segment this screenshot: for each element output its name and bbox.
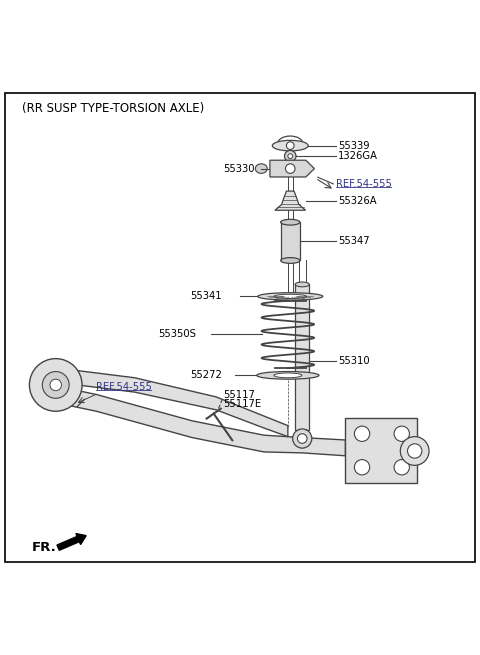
- Text: 55310: 55310: [338, 356, 370, 366]
- Circle shape: [298, 434, 307, 443]
- Text: 55117E: 55117E: [223, 399, 262, 409]
- Ellipse shape: [274, 373, 302, 378]
- Ellipse shape: [281, 219, 300, 225]
- Circle shape: [354, 426, 370, 441]
- Polygon shape: [270, 160, 314, 177]
- Text: 55347: 55347: [338, 236, 370, 246]
- Circle shape: [293, 429, 312, 448]
- Circle shape: [394, 460, 409, 475]
- Text: 55350S: 55350S: [158, 329, 196, 339]
- Ellipse shape: [255, 164, 267, 174]
- Polygon shape: [39, 383, 345, 456]
- Text: REF.54-555: REF.54-555: [336, 179, 392, 189]
- Circle shape: [50, 379, 61, 390]
- Ellipse shape: [295, 282, 310, 287]
- Circle shape: [394, 426, 409, 441]
- Text: 55339: 55339: [338, 141, 370, 151]
- Text: 55272: 55272: [190, 370, 222, 381]
- Circle shape: [400, 437, 429, 465]
- Text: 55326A: 55326A: [338, 196, 377, 206]
- Ellipse shape: [272, 140, 308, 151]
- Text: FR.: FR.: [32, 541, 57, 554]
- Circle shape: [285, 151, 296, 162]
- FancyBboxPatch shape: [295, 284, 310, 430]
- Text: 55341: 55341: [190, 291, 221, 301]
- Circle shape: [287, 141, 294, 149]
- Circle shape: [42, 371, 69, 398]
- Polygon shape: [275, 191, 306, 210]
- Circle shape: [408, 444, 422, 458]
- Ellipse shape: [258, 293, 323, 300]
- Text: (RR SUSP TYPE-TORSION AXLE): (RR SUSP TYPE-TORSION AXLE): [22, 102, 204, 115]
- Ellipse shape: [281, 257, 300, 263]
- Text: 1326GA: 1326GA: [338, 151, 378, 161]
- Circle shape: [286, 164, 295, 174]
- FancyBboxPatch shape: [281, 222, 300, 261]
- Polygon shape: [39, 365, 288, 437]
- Text: 55330: 55330: [223, 164, 255, 174]
- Ellipse shape: [257, 371, 319, 379]
- FancyArrow shape: [57, 534, 86, 550]
- Text: 55117: 55117: [223, 390, 255, 400]
- FancyBboxPatch shape: [345, 419, 417, 483]
- Ellipse shape: [274, 294, 307, 299]
- Circle shape: [288, 154, 293, 159]
- Text: REF.54-555: REF.54-555: [96, 383, 152, 392]
- Circle shape: [354, 460, 370, 475]
- Circle shape: [29, 358, 82, 411]
